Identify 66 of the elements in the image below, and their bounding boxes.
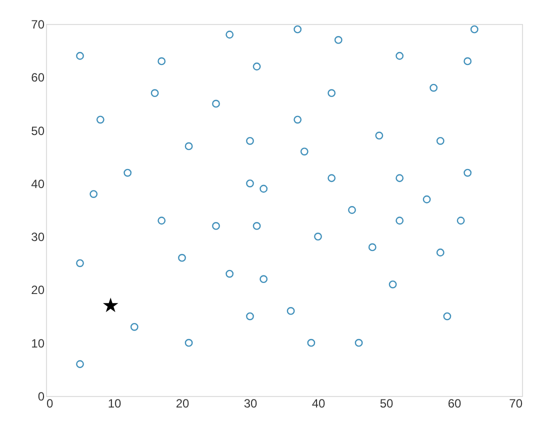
point [212,222,220,230]
point [348,206,356,214]
point [443,312,452,320]
point [252,62,261,70]
point [260,275,268,284]
point [396,52,404,60]
point [96,116,104,124]
x-tick-label: 30 [244,396,258,410]
point [470,25,478,34]
point [260,184,268,193]
point [158,57,166,66]
point [436,136,444,145]
point [354,338,363,347]
point [436,248,444,256]
x-tick-label: 40 [312,396,326,410]
point [328,174,336,182]
point [226,30,234,39]
y-tick-label: 40 [31,176,45,191]
point [430,84,438,92]
point [76,259,84,268]
y-tick-label: 10 [31,336,45,350]
point [226,270,234,278]
point [124,168,132,177]
point [130,322,138,331]
point [422,195,431,204]
x-tick-label: 10 [108,396,122,410]
x-tick-label: 20 [176,396,190,410]
point [158,216,166,225]
point [212,100,220,108]
point [456,216,465,225]
x-tick-label: 50 [380,396,394,410]
point [184,142,193,150]
point [76,360,84,368]
point [328,89,336,98]
point [314,232,322,241]
point [90,190,98,198]
point [76,52,84,60]
point [464,57,472,66]
point [307,338,316,347]
point [102,298,118,312]
x-tick-label: 60 [448,396,462,410]
point [300,148,308,156]
x-tick-label: 0 [46,396,54,410]
point [368,243,376,252]
y-tick-label: 70 [31,18,45,32]
point [246,312,254,320]
point [396,174,404,182]
point [252,222,261,230]
point [246,136,254,145]
point [246,179,254,188]
y-tick-label: 60 [31,70,45,85]
point [150,89,159,98]
point [294,25,302,34]
point [334,36,342,44]
x-tick-label: 70 [509,396,523,410]
point [388,280,397,288]
point [396,216,404,225]
point [375,132,384,140]
y-tick-label: 50 [31,124,45,138]
y-tick-label: 30 [31,230,45,244]
point [464,168,472,177]
point [184,338,193,347]
y-tick-label: 20 [31,283,45,298]
point [178,254,186,262]
point [294,116,302,124]
point [286,307,295,315]
